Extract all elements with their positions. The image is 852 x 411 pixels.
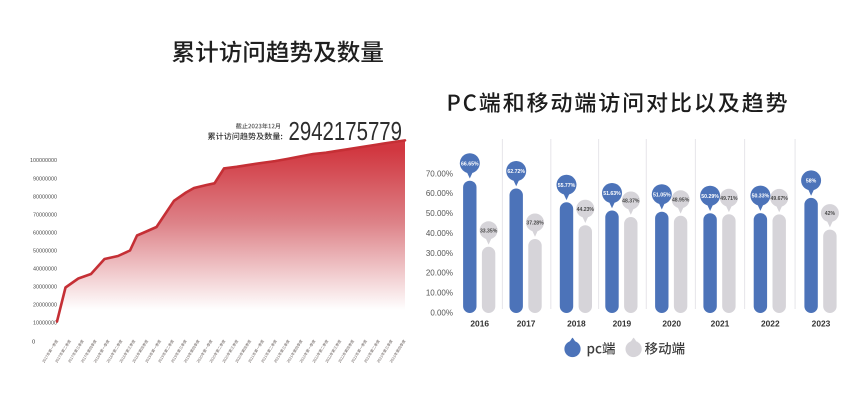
svg-text:50.29%: 50.29% — [701, 194, 719, 200]
svg-text:49.71%: 49.71% — [720, 196, 738, 202]
svg-text:62.72%: 62.72% — [507, 169, 525, 175]
svg-text:2023: 2023 — [812, 319, 831, 329]
svg-text:50.33%: 50.33% — [752, 194, 770, 200]
svg-text:2017: 2017 — [517, 319, 536, 329]
svg-text:60.00%: 60.00% — [426, 189, 453, 198]
svg-text:70000000: 70000000 — [33, 212, 57, 218]
svg-text:30000000: 30000000 — [33, 285, 57, 291]
svg-text:90000000: 90000000 — [33, 176, 57, 182]
svg-text:80000000: 80000000 — [33, 194, 57, 200]
svg-text:60000000: 60000000 — [33, 230, 57, 236]
svg-text:48.37%: 48.37% — [622, 199, 640, 205]
svg-text:66.65%: 66.65% — [461, 161, 479, 167]
svg-text:2021: 2021 — [711, 319, 730, 329]
svg-text:2016: 2016 — [470, 319, 489, 329]
svg-text:49.67%: 49.67% — [771, 196, 789, 202]
svg-text:37.28%: 37.28% — [526, 221, 544, 227]
svg-text:44.23%: 44.23% — [577, 207, 595, 213]
svg-text:40000000: 40000000 — [33, 267, 57, 273]
svg-text:2018: 2018 — [567, 319, 586, 329]
svg-text:0.00%: 0.00% — [430, 308, 453, 317]
svg-text:10000000: 10000000 — [33, 321, 57, 327]
svg-text:0: 0 — [32, 339, 35, 345]
svg-text:2942175779: 2942175779 — [289, 116, 403, 146]
svg-text:50.00%: 50.00% — [426, 209, 453, 218]
svg-text:70.00%: 70.00% — [426, 169, 453, 178]
svg-text:50000000: 50000000 — [33, 249, 57, 255]
svg-text:10.00%: 10.00% — [426, 289, 453, 298]
svg-text:58%: 58% — [806, 179, 817, 185]
svg-text:51.63%: 51.63% — [603, 191, 621, 197]
svg-text:2019: 2019 — [613, 319, 632, 329]
svg-text:20000000: 20000000 — [33, 303, 57, 309]
svg-text:51.05%: 51.05% — [653, 192, 671, 198]
svg-text:42%: 42% — [825, 211, 836, 217]
svg-text:48.95%: 48.95% — [672, 197, 690, 203]
svg-text:2020: 2020 — [662, 319, 681, 329]
svg-text:33.35%: 33.35% — [480, 228, 498, 234]
svg-text:55.77%: 55.77% — [558, 183, 576, 189]
svg-text:20.00%: 20.00% — [426, 269, 453, 278]
svg-text:100000000: 100000000 — [30, 158, 57, 164]
svg-text:2022: 2022 — [761, 319, 780, 329]
svg-text:40.00%: 40.00% — [426, 229, 453, 238]
svg-text:30.00%: 30.00% — [426, 249, 453, 258]
